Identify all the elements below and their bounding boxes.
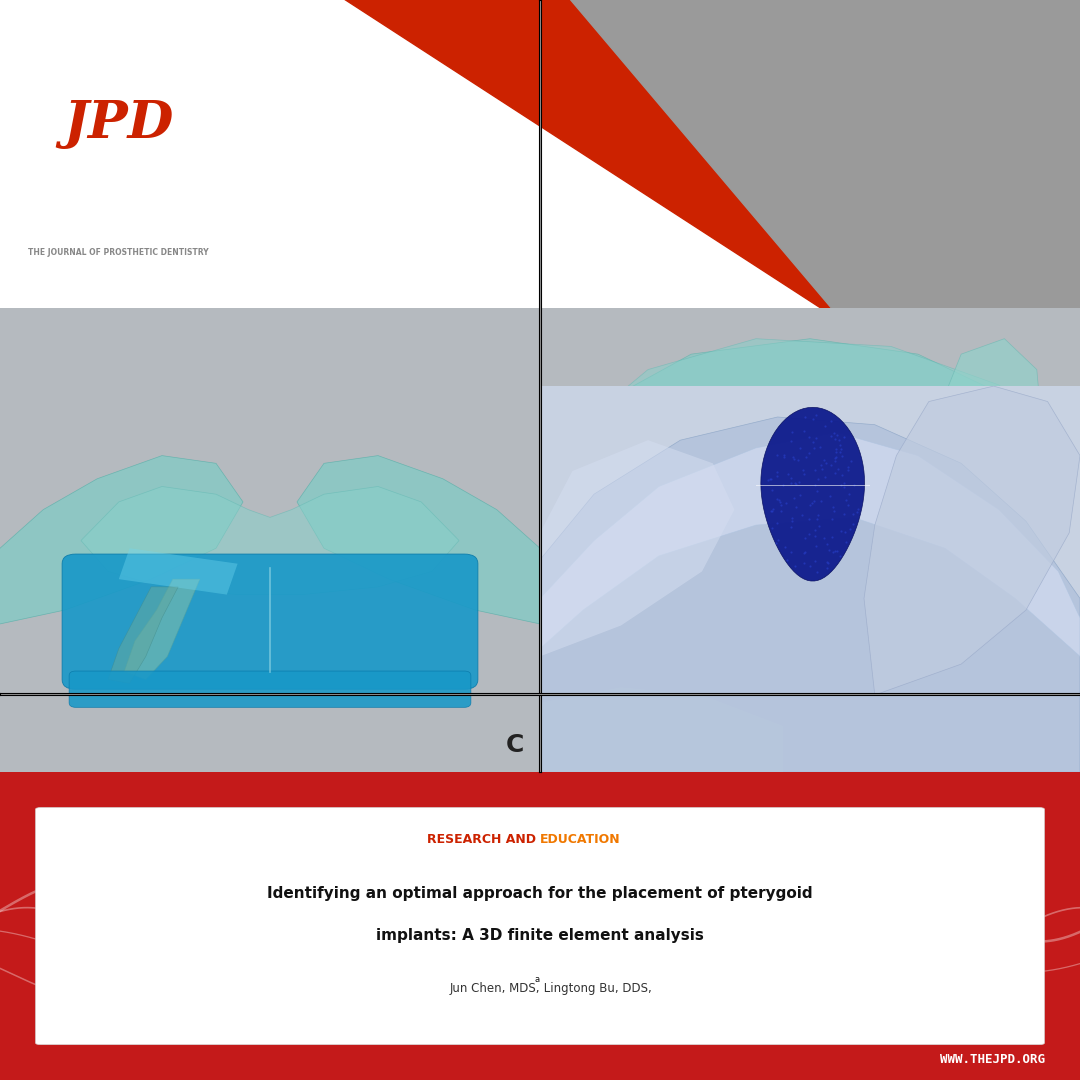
FancyBboxPatch shape <box>535 470 1069 648</box>
FancyBboxPatch shape <box>36 808 1044 1044</box>
Polygon shape <box>119 549 238 595</box>
Text: A: A <box>504 654 524 678</box>
FancyBboxPatch shape <box>79 460 462 595</box>
Polygon shape <box>540 432 1080 657</box>
Polygon shape <box>864 387 1080 696</box>
Polygon shape <box>0 456 243 633</box>
Polygon shape <box>124 579 200 679</box>
Text: a: a <box>535 975 540 984</box>
Text: EDUCATION: EDUCATION <box>540 833 621 846</box>
Polygon shape <box>0 393 216 540</box>
FancyBboxPatch shape <box>84 572 457 607</box>
Polygon shape <box>297 456 583 633</box>
Text: JPD: JPD <box>64 97 174 149</box>
Polygon shape <box>81 486 459 595</box>
FancyBboxPatch shape <box>69 671 471 707</box>
Text: Identifying an optimal approach for the placement of pterygoid: Identifying an optimal approach for the … <box>267 886 813 901</box>
Polygon shape <box>540 687 783 772</box>
Polygon shape <box>324 494 400 578</box>
Polygon shape <box>322 0 1080 323</box>
Polygon shape <box>540 441 734 657</box>
Polygon shape <box>81 408 459 509</box>
Polygon shape <box>940 339 1042 494</box>
Polygon shape <box>108 586 178 684</box>
Polygon shape <box>119 470 238 516</box>
Polygon shape <box>557 0 1080 323</box>
Text: THE JOURNAL OF PROSTHETIC DENTISTRY: THE JOURNAL OF PROSTHETIC DENTISTRY <box>28 248 210 257</box>
Polygon shape <box>551 339 1058 494</box>
Polygon shape <box>324 393 567 540</box>
Polygon shape <box>572 482 745 548</box>
Text: WWW.THEJPD.ORG: WWW.THEJPD.ORG <box>941 1053 1045 1066</box>
Text: Lingtong Bu, DDS,: Lingtong Bu, DDS, <box>540 982 651 995</box>
Polygon shape <box>540 417 1080 772</box>
Polygon shape <box>540 339 1069 656</box>
Text: implants: A 3D finite element analysis: implants: A 3D finite element analysis <box>376 928 704 943</box>
Text: C: C <box>505 732 524 757</box>
FancyBboxPatch shape <box>63 554 477 689</box>
Polygon shape <box>760 407 865 581</box>
Text: Jun Chen, MDS,: Jun Chen, MDS, <box>449 982 540 995</box>
Polygon shape <box>140 494 216 578</box>
Text: RESEARCH AND: RESEARCH AND <box>427 833 540 846</box>
